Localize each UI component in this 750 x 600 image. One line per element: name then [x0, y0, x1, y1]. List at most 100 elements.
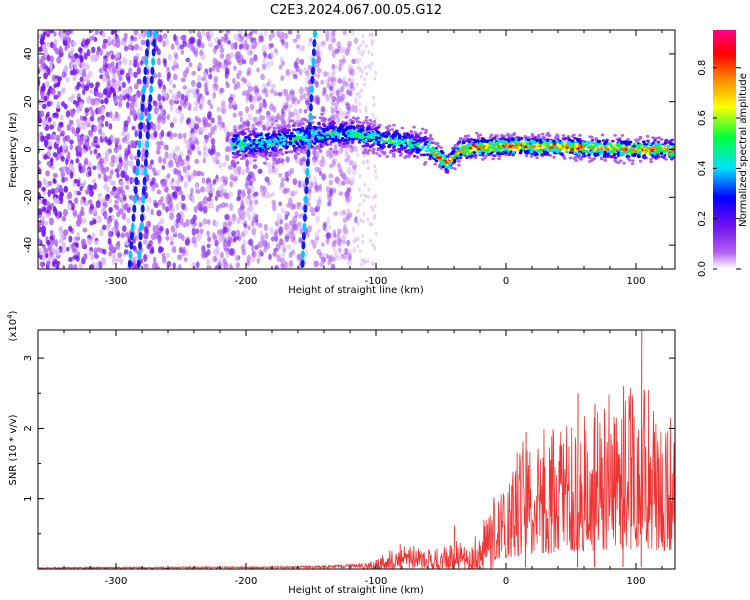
noise-cell — [341, 84, 345, 93]
band-cell — [361, 130, 366, 134]
noise-cell — [101, 197, 106, 204]
noise-cell — [262, 239, 268, 247]
band-cell — [585, 150, 589, 154]
noise-cell — [125, 93, 130, 99]
noise-cell — [64, 177, 69, 182]
noise-cell — [206, 219, 211, 225]
noise-cell — [283, 210, 289, 216]
noise-cell — [252, 41, 256, 47]
noise-cell — [147, 196, 152, 204]
noise-cell — [219, 53, 225, 59]
noise-cell — [74, 63, 78, 70]
noise-cell — [320, 42, 326, 48]
band-cell — [501, 151, 505, 154]
noise-cell — [46, 101, 51, 107]
noise-cell — [334, 102, 339, 110]
noise-cell — [46, 161, 52, 166]
band-cell — [465, 156, 469, 160]
noise-cell — [196, 145, 200, 153]
noise-cell — [41, 206, 47, 212]
noise-cell — [246, 48, 251, 56]
noise-cell — [371, 243, 375, 248]
band-cell — [613, 134, 617, 137]
noise-cell — [279, 219, 283, 225]
band-cell — [263, 142, 267, 146]
noise-cell — [82, 116, 88, 122]
band-cell — [392, 152, 396, 156]
noise-cell — [319, 252, 323, 260]
noise-cell — [345, 48, 350, 57]
noise-cell — [240, 189, 246, 195]
noise-cell — [329, 92, 334, 99]
noise-cell — [243, 223, 248, 229]
noise-cell — [203, 196, 208, 204]
noise-cell — [65, 134, 71, 143]
noise-cell — [191, 144, 196, 151]
noise-cell — [237, 169, 241, 176]
noise-cell — [172, 262, 176, 269]
noise-cell — [114, 111, 119, 119]
noise-cell — [247, 194, 252, 200]
noise-cell — [76, 214, 82, 220]
noise-cell — [43, 95, 48, 102]
band-cell — [301, 122, 305, 126]
band-cell — [321, 143, 326, 147]
noise-cell — [371, 113, 375, 117]
noise-cell — [139, 60, 144, 66]
noise-cell — [199, 103, 203, 110]
band-cell — [432, 141, 437, 145]
noise-cell — [321, 256, 327, 263]
noise-cell — [214, 152, 219, 160]
noise-cell — [183, 181, 189, 189]
band-cell — [535, 139, 539, 143]
noise-cell — [167, 53, 172, 61]
band-cell — [587, 156, 592, 159]
noise-cell — [317, 159, 322, 165]
band-cell — [439, 158, 444, 162]
band-cell — [500, 137, 505, 141]
band-cell — [400, 146, 405, 150]
band-cell — [516, 148, 520, 152]
noise-cell — [294, 211, 299, 219]
noise-cell — [229, 180, 234, 188]
noise-cell — [152, 256, 157, 264]
noise-cell — [143, 254, 148, 263]
band-cell — [597, 149, 602, 153]
noise-cell — [223, 104, 227, 113]
noise-cell — [295, 33, 301, 40]
noise-cell — [164, 151, 169, 159]
noise-cell — [75, 241, 79, 249]
noise-cell — [152, 224, 156, 233]
band-cell — [471, 143, 476, 147]
noise-cell — [141, 148, 146, 157]
noise-cell — [212, 57, 218, 65]
noise-cell — [132, 36, 138, 42]
noise-cell — [291, 97, 296, 105]
noise-cell — [349, 68, 355, 77]
noise-cell — [295, 44, 301, 49]
band-cell — [295, 130, 300, 134]
noise-cell — [86, 237, 92, 245]
noise-cell — [89, 116, 95, 122]
noise-cell — [220, 251, 224, 259]
band-cell — [237, 153, 242, 157]
noise-cell — [78, 262, 84, 269]
noise-cell — [162, 40, 166, 48]
noise-cell — [65, 30, 71, 35]
noise-cell — [331, 30, 336, 38]
noise-cell — [315, 215, 320, 224]
noise-cell — [202, 218, 206, 225]
band-cell — [350, 121, 355, 125]
noise-cell — [104, 70, 109, 78]
noise-cell — [111, 257, 117, 265]
noise-cell — [172, 83, 177, 89]
noise-cell — [69, 139, 74, 145]
noise-cell — [111, 180, 116, 186]
band-cell — [658, 146, 663, 150]
noise-cell — [170, 225, 176, 233]
band-cell — [541, 135, 546, 139]
noise-cell — [47, 117, 52, 123]
noise-cell — [171, 177, 175, 183]
band-cell — [392, 138, 397, 142]
noise-cell — [328, 225, 332, 230]
